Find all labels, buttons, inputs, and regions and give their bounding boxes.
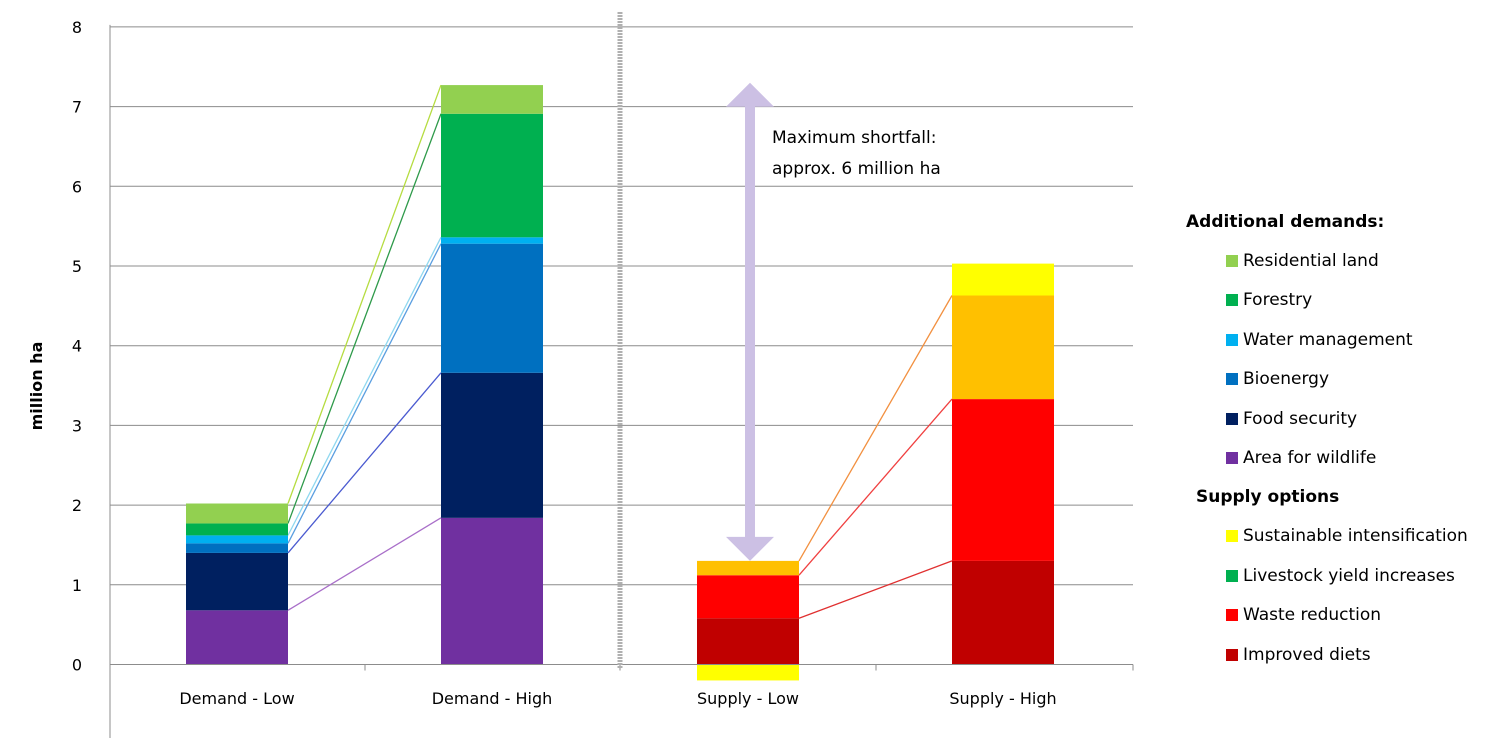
- legend-label: Area for wildlife: [1243, 447, 1377, 468]
- legend-item-forestry: Forestry: [1226, 286, 1511, 314]
- legend-item-residential-land: Residential land: [1226, 247, 1511, 275]
- connector-line: [287, 372, 442, 554]
- legend-swatch: [1226, 373, 1238, 386]
- y-tick-label: 1: [72, 576, 82, 595]
- legend-swatch: [1226, 648, 1238, 661]
- y-tick-label: 6: [72, 177, 82, 196]
- legend-heading-demands: Additional demands:: [1186, 212, 1385, 232]
- arrow-head-up: [726, 82, 774, 107]
- legend-item-bioenergy: Bioenergy: [1226, 365, 1511, 393]
- arrow-shaft: [745, 104, 755, 539]
- legend-label: Improved diets: [1243, 644, 1371, 665]
- bar-segment: [186, 610, 288, 665]
- legend-swatch: [1226, 530, 1238, 543]
- bar-segment: [952, 560, 1054, 665]
- y-tick-label: 4: [72, 337, 82, 356]
- legend-label: Food security: [1243, 408, 1358, 429]
- legend-item-sustainable-intensification: Sustainable intensification: [1226, 522, 1511, 550]
- bar-segment: [697, 618, 799, 665]
- connector-line: [798, 295, 953, 562]
- legend-item-livestock-yield-increases: Livestock yield increases: [1226, 562, 1511, 590]
- legend-label: Waste reduction: [1243, 605, 1382, 626]
- bar-segment: [697, 560, 799, 576]
- legend-swatch: [1226, 609, 1238, 622]
- y-tick-label: 0: [72, 656, 82, 675]
- annotation-line-1: Maximum shortfall:: [772, 128, 937, 148]
- bar-segment: [441, 517, 543, 665]
- legend-swatch: [1226, 255, 1238, 267]
- shortfall-annotation: Maximum shortfall: approx. 6 million ha: [772, 123, 941, 185]
- legend-heading-supply: Supply options: [1196, 487, 1340, 508]
- bar-segment: [441, 85, 543, 114]
- legend-swatch: [1226, 412, 1238, 425]
- legend-item-food-security: Food security: [1226, 405, 1511, 433]
- y-tick-label: 3: [72, 416, 82, 435]
- x-tick-label: Demand - Low: [179, 689, 294, 708]
- connector-line: [798, 560, 953, 619]
- legend: Additional demands: Residential land For…: [1186, 208, 1511, 680]
- legend-item-improved-diets: Improved diets: [1226, 641, 1511, 669]
- bar-segment: [441, 237, 543, 244]
- bar-segment: [952, 295, 1054, 400]
- y-tick-label: 5: [72, 257, 82, 276]
- connector-line: [287, 243, 442, 544]
- connector-line: [287, 517, 442, 611]
- legend-label: Livestock yield increases: [1243, 565, 1455, 586]
- y-tick-label: 2: [72, 496, 82, 515]
- bar-segment: [441, 372, 543, 518]
- bars: [186, 85, 1054, 681]
- legend-swatch: [1226, 294, 1238, 307]
- y-axis-label: million ha: [27, 342, 46, 431]
- legend-label: Water management: [1243, 329, 1413, 350]
- arrow-head-down: [726, 536, 774, 561]
- x-tick-label: Supply - High: [949, 689, 1056, 708]
- legend-item-waste-reduction: Waste reduction: [1226, 601, 1511, 629]
- legend-swatch: [1226, 451, 1238, 464]
- bar-segment: [186, 503, 288, 524]
- legend-label: Sustainable intensification: [1243, 526, 1468, 547]
- connector-line: [287, 237, 442, 536]
- bar-segment: [186, 535, 288, 544]
- connector-lines: [287, 84, 953, 619]
- annotation-line-2: approx. 6 million ha: [772, 159, 941, 179]
- y-tick-label: 7: [72, 98, 82, 117]
- connector-line: [287, 84, 442, 504]
- bar-segment: [952, 263, 1054, 296]
- legend-label: Residential land: [1243, 251, 1379, 271]
- legend-swatch: [1226, 333, 1238, 346]
- bar-segment: [186, 552, 288, 611]
- x-tick-label: Demand - High: [432, 689, 553, 708]
- legend-item-area-for-wildlife: Area for wildlife: [1226, 444, 1511, 472]
- x-tick-label: Supply - Low: [697, 689, 799, 708]
- connector-line: [287, 113, 442, 524]
- bar-segment: [186, 543, 288, 553]
- bar-segment: [697, 664, 799, 681]
- connector-line: [798, 398, 953, 576]
- legend-label: Bioenergy: [1243, 369, 1330, 390]
- bar-segment: [952, 399, 1054, 561]
- bar-segment: [697, 575, 799, 619]
- legend-swatch: [1226, 569, 1238, 582]
- bar-segment: [441, 243, 543, 373]
- y-tick-label: 8: [72, 18, 82, 37]
- axes: 0 1 2 3 4 5 6 7 8 Demand - Low Demand - High Supply…: [72, 18, 1134, 738]
- legend-item-water-management: Water management: [1226, 326, 1511, 354]
- annotation-graphics: [617, 12, 774, 668]
- bar-segment: [186, 523, 288, 536]
- legend-label: Forestry: [1243, 290, 1313, 311]
- bar-segment: [441, 113, 543, 238]
